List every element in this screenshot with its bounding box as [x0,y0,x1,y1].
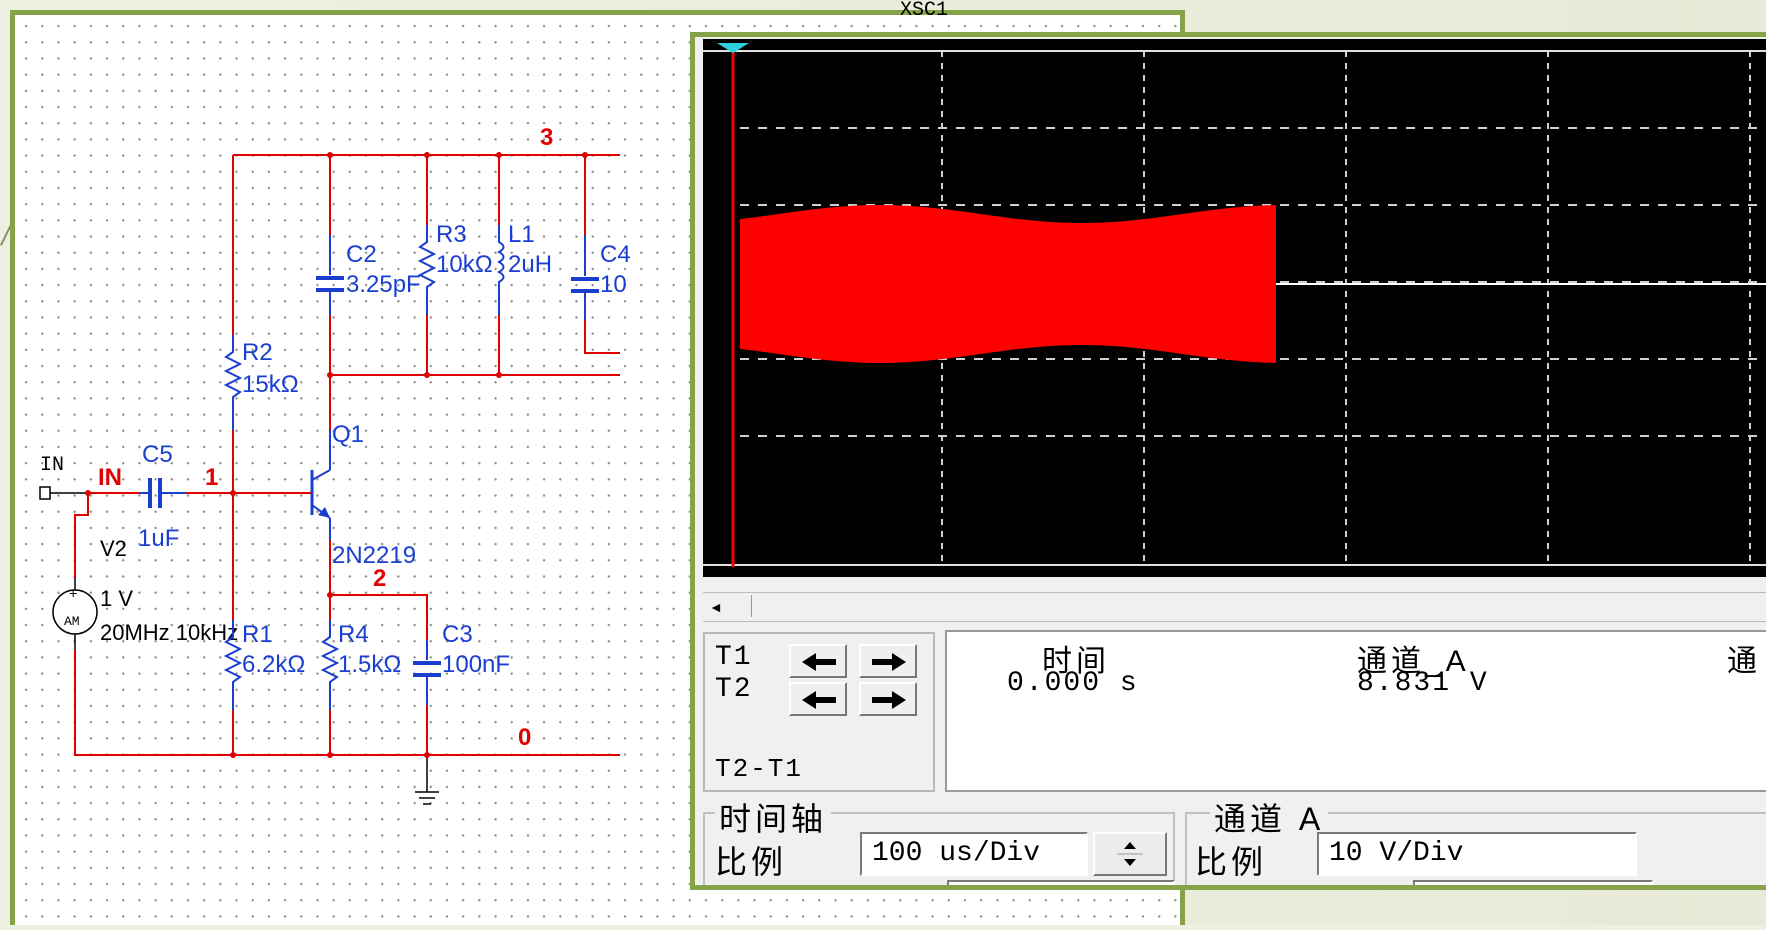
channel-a-scale-field[interactable]: 10 V/Div [1317,832,1637,876]
timebase-xpos-field[interactable]: 0 [947,880,1175,885]
spinner-updown-icon [1117,842,1143,866]
channel-a-ypos-field[interactable]: -1 [1413,880,1653,885]
net-label-2: 2 [373,565,386,592]
arrow-left-icon [802,653,836,671]
readout-ch-a-value: 8.831 V [1357,668,1489,699]
c5-ref: C5 [142,441,173,468]
readout-header-ch-b: 通 [1727,645,1757,678]
timebase-group [703,812,1175,885]
channel-a-title: 通道 A [1210,794,1329,840]
v2-freqs: 20MHz 10kHz [100,620,238,645]
timebase-scale-spinner[interactable] [1093,832,1167,876]
timebase-scale-label: 比例 [715,844,788,880]
r4-value: 1.5kΩ [338,651,401,678]
c2-ref: C2 [346,241,377,268]
readout-header-time: 时间 [1042,645,1110,678]
l1-value: 2uH [508,251,552,278]
t2-t1-label: T2-T1 [715,754,804,784]
cursor-controls: T1 T2 T2-T1 [703,632,935,792]
scroll-left-icon[interactable]: ◄ [709,599,723,615]
readout-time-value: 0.000 s [1007,668,1139,699]
net-label-3: 3 [540,124,553,151]
scroll-thumb[interactable] [751,595,758,617]
input-port-icon[interactable] [39,486,51,500]
timebase-xpos-label: X 位置 [715,882,825,885]
t2-label: T2 [715,674,753,705]
t1-left-button[interactable] [789,644,847,678]
timebase-title: 时间轴 [715,794,832,840]
timebase-scale-field[interactable]: 100 us/Div [860,832,1088,876]
oscilloscope-window[interactable]: ◄ T1 T2 T2-T1 时间 通道_A 通 0.000 s 8.831 V … [690,32,1766,890]
arrow-right-icon [872,691,906,709]
v2-ref: V2 [100,536,127,561]
arrow-left-icon [802,691,836,709]
v2-symbol: AM [64,614,80,629]
t1-right-button[interactable] [859,644,917,678]
r2-ref: R2 [242,339,273,366]
scope-display [703,39,1766,577]
instrument-ref-xsc1: XSC1 [900,0,948,22]
channel-a-ypos-label: Y 位置 [1195,882,1305,885]
net-label-0: 0 [518,724,531,751]
ground-icon [415,791,439,805]
readout-header-ch-a: 通道_A [1357,645,1470,678]
r3-ref: R3 [436,221,467,248]
r4-ref: R4 [338,621,369,648]
c5-value: 1uF [138,525,179,552]
am-envelope-trace [740,205,1276,363]
r1-value: 6.2kΩ [242,651,305,678]
r1-ref: R1 [242,621,273,648]
v2-amplitude: 1 V [100,586,133,611]
time-scrollbar[interactable]: ◄ [703,592,1766,622]
c4-ref: C4 [600,241,631,268]
arrow-right-icon [872,653,906,671]
c2-value: 3.25pF [346,271,421,298]
net-label-in: IN [98,464,122,491]
net-label-1: 1 [205,464,218,491]
c3-ref: C3 [442,621,473,648]
l1-ref: L1 [508,221,535,248]
cursor-readout-table: 时间 通道_A 通 0.000 s 8.831 V [945,630,1766,792]
q1-value: 2N2219 [332,542,416,569]
channel-a-scale-label: 比例 [1195,844,1268,880]
input-port-label: IN [40,454,64,477]
t2-left-button[interactable] [789,682,847,716]
c3-value: 100nF [442,651,510,678]
t1-label: T1 [715,642,753,673]
q1-ref: Q1 [332,421,364,448]
r3-value: 10kΩ [436,251,493,278]
cursor-marker-icon [717,43,749,53]
c4-value: 10 [600,271,627,298]
t2-right-button[interactable] [859,682,917,716]
v2-plus: + [69,587,77,603]
channel-a-group [1185,812,1766,885]
r2-value: 15kΩ [242,371,299,398]
